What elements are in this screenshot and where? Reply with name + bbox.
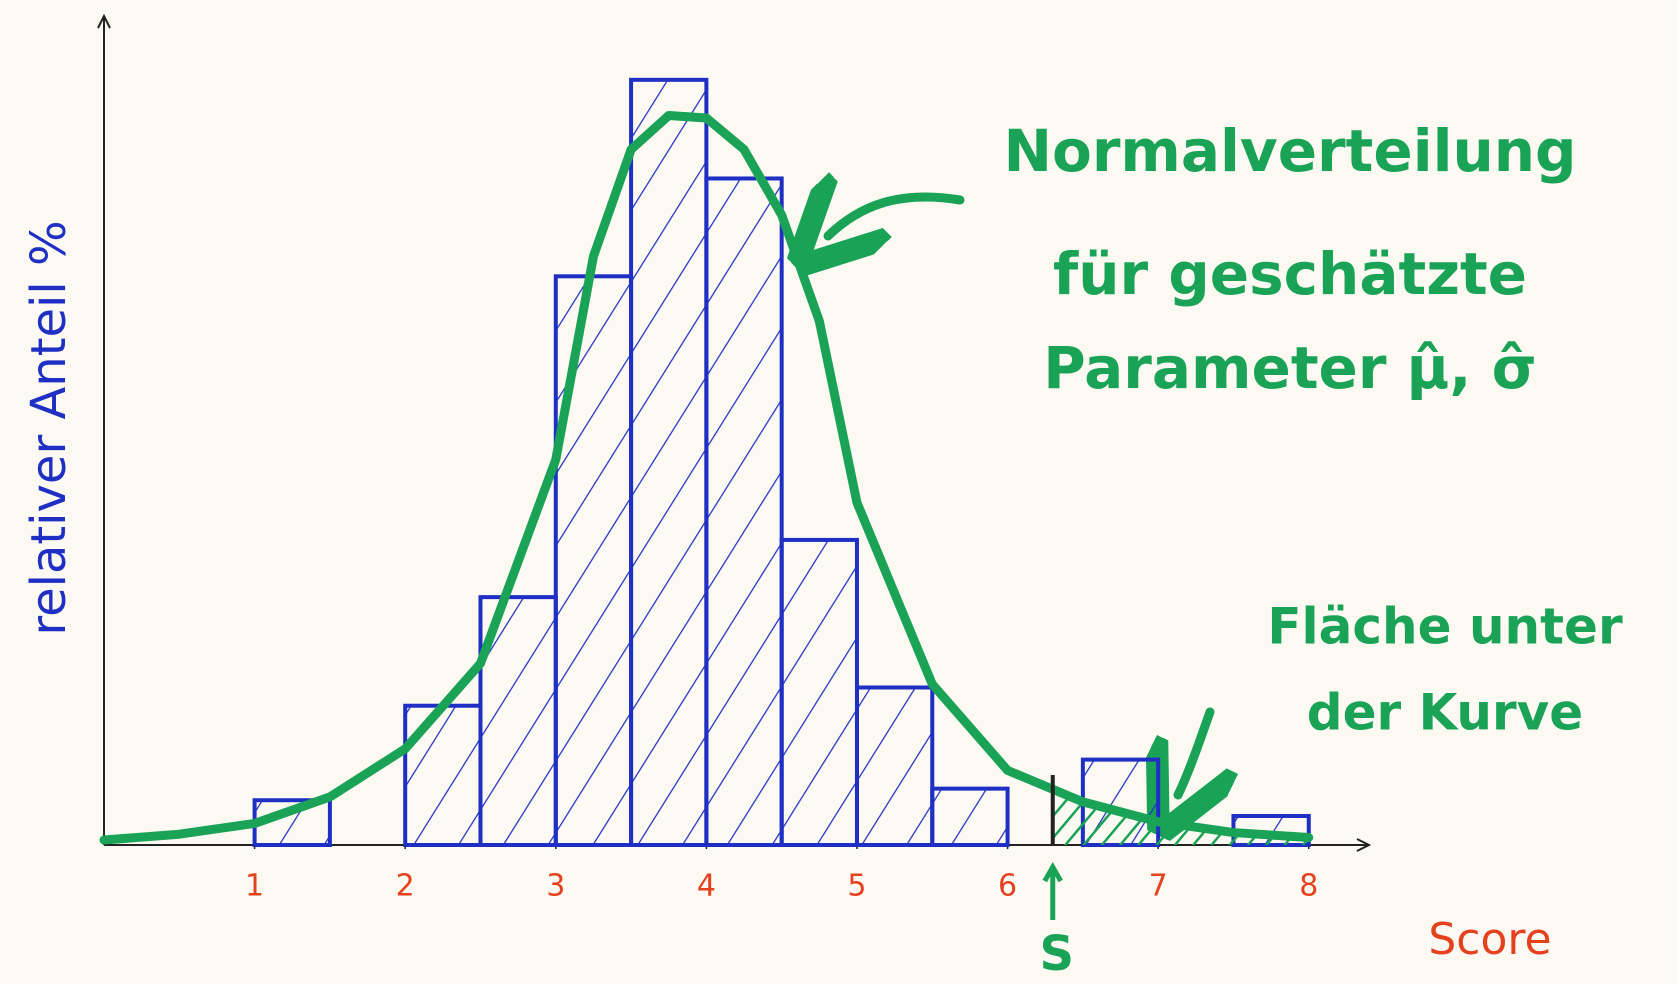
x-axis-arrow: [1356, 838, 1372, 852]
x-tick-label: 8: [1299, 869, 1318, 904]
area-annotation: der Kurve: [1307, 684, 1583, 742]
x-tick-label: 6: [998, 869, 1017, 904]
annotation-arrow: [1178, 707, 1210, 795]
x-tick-label: 4: [697, 869, 716, 904]
histogram-bar: [930, 786, 1010, 847]
histogram-bar: [704, 176, 784, 847]
threshold-label: S: [1039, 926, 1074, 982]
x-axis-label: Score: [1428, 914, 1551, 965]
annotation-arrow: [828, 197, 965, 236]
x-tick-label: 1: [245, 869, 264, 904]
histogram-bar: [854, 685, 935, 847]
curve-annotation: Parameter μ̂, σ̂: [1043, 334, 1537, 402]
histogram-bar: [629, 77, 709, 847]
y-axis-arrow: [97, 13, 111, 29]
x-tick-label: 7: [1149, 869, 1168, 904]
histogram-bar: [403, 703, 483, 848]
x-tick-label: 5: [847, 869, 866, 904]
area-annotation: Fläche unter: [1267, 598, 1623, 656]
histogram-bar: [553, 274, 634, 847]
curve-annotation: für geschätzte: [1053, 240, 1527, 308]
shaded-area: [1052, 789, 1309, 845]
x-tick-label: 3: [546, 869, 565, 904]
normal-curve: [99, 110, 1314, 845]
x-tick-label: 2: [396, 869, 415, 904]
threshold-arrow: [1042, 861, 1063, 920]
histogram-bar: [779, 537, 859, 847]
y-axis-label: relativer Anteil %: [21, 220, 77, 635]
curve-annotation: Normalverteilung: [1003, 117, 1576, 185]
